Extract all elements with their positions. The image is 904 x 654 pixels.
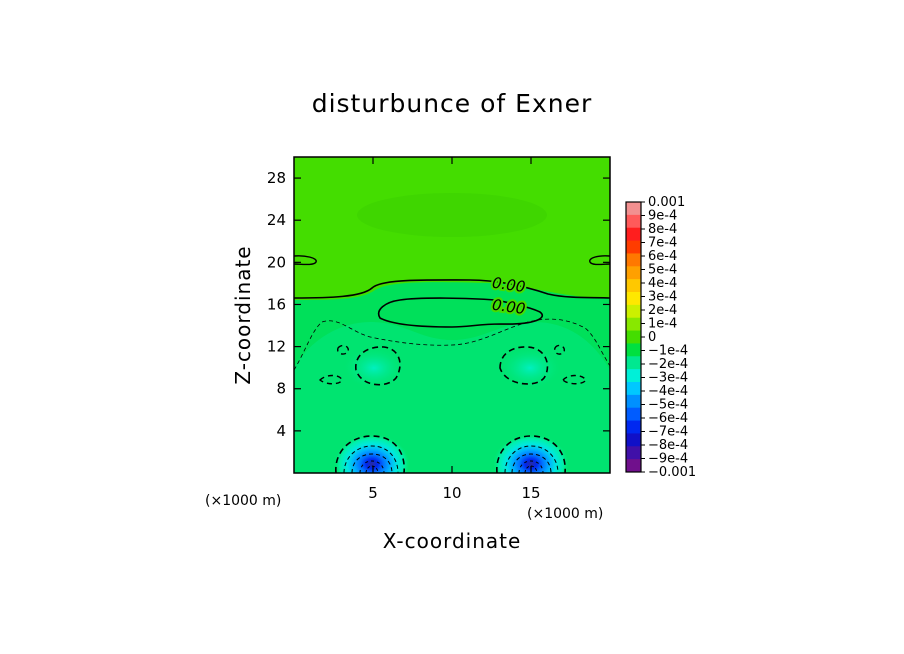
y-tick-label: 12 xyxy=(267,338,286,356)
x-tick-label: 10 xyxy=(442,484,461,502)
colorbar-label: −9e-4 xyxy=(648,452,688,467)
chart-title: disturbunce of Exner xyxy=(312,89,593,118)
y-tick-label: 24 xyxy=(267,211,286,229)
colorbar-swatch xyxy=(626,459,641,473)
colorbar-swatch xyxy=(626,240,641,254)
colorbar-label: −1e-4 xyxy=(648,344,688,359)
x-axis-ticks: 5 10 15 xyxy=(368,157,541,502)
colorbar-label: 6e-4 xyxy=(648,249,677,264)
colorbar-label: 3e-4 xyxy=(648,290,677,305)
contour-right-edge-bump xyxy=(589,255,610,266)
y-tick-label: 8 xyxy=(276,380,286,398)
colorbar-swatch xyxy=(626,214,641,229)
y-tick-label: 28 xyxy=(267,169,286,187)
field-min-right-mid xyxy=(500,348,560,388)
y-axis-units: (×1000 m) xyxy=(205,493,281,509)
colorbar-label: −7e-4 xyxy=(648,425,688,440)
colorbar-label: −3e-4 xyxy=(648,371,688,386)
x-tick-label: 15 xyxy=(521,484,540,502)
colorbar-swatch xyxy=(626,369,641,383)
colorbar-label: 1e-4 xyxy=(648,317,677,332)
field-min-left-mid xyxy=(344,348,404,388)
y-tick-label: 16 xyxy=(267,295,286,313)
colorbar-label: −5e-4 xyxy=(648,398,688,413)
colorbar-swatch xyxy=(626,446,641,460)
x-tick-label: 5 xyxy=(368,484,378,502)
colorbar-label: 5e-4 xyxy=(648,263,677,278)
x-axis-units: (×1000 m) xyxy=(527,506,603,522)
colorbar-label: −4e-4 xyxy=(648,384,688,399)
contour-fill-field xyxy=(294,157,610,473)
colorbar-swatch xyxy=(626,279,641,293)
contour-neg-left-small-2 xyxy=(336,344,350,355)
colorbar-label: 9e-4 xyxy=(648,209,677,224)
colorbar-swatch xyxy=(626,253,641,267)
colorbar: 0.0019e-48e-47e-46e-45e-44e-43e-42e-41e-… xyxy=(625,195,696,480)
colorbar-label: −6e-4 xyxy=(648,411,688,426)
x-axis-label: X-coordinate xyxy=(383,529,522,553)
colorbar-swatch xyxy=(626,227,641,242)
colorbar-label: −0.001 xyxy=(648,465,696,480)
field-top-bulge xyxy=(357,193,547,237)
contour-lines xyxy=(294,255,610,473)
colorbar-label: −8e-4 xyxy=(648,438,688,453)
colorbar-label: 4e-4 xyxy=(648,276,677,291)
colorbar-swatch xyxy=(626,343,641,357)
colorbar-label: 0 xyxy=(648,330,656,345)
colorbar-swatch xyxy=(626,202,641,216)
contour-zero-upper xyxy=(294,279,610,299)
colorbar-swatch xyxy=(626,407,641,422)
y-tick-label: 4 xyxy=(276,422,286,440)
colorbar-swatch xyxy=(626,382,641,396)
contour-neg-right-small-2 xyxy=(553,344,566,355)
colorbar-swatch xyxy=(626,317,641,332)
contour-neg-left-mid xyxy=(355,346,401,386)
colorbar-swatch xyxy=(626,304,641,319)
contour-neg-thin xyxy=(294,318,610,371)
colorbar-swatch xyxy=(626,356,641,370)
colorbar-label: 7e-4 xyxy=(648,236,677,251)
contour-left-edge-bump xyxy=(294,255,317,266)
colorbar-swatch xyxy=(626,420,641,434)
y-axis-ticks: 4 8 12 16 20 24 28 xyxy=(267,169,610,440)
y-axis-label: Z-coordinate xyxy=(231,245,255,384)
colorbar-label: −2e-4 xyxy=(648,357,688,372)
colorbar-label: 2e-4 xyxy=(648,303,677,318)
contour-label-lower: 0.00 xyxy=(491,296,527,318)
colorbar-swatch xyxy=(626,292,641,306)
colorbar-swatch xyxy=(626,266,641,280)
colorbar-label: 8e-4 xyxy=(648,222,677,237)
colorbar-label: 0.001 xyxy=(648,195,685,210)
colorbar-swatch xyxy=(626,433,641,447)
contour-zero-inner xyxy=(378,297,543,328)
colorbar-swatch xyxy=(626,330,641,344)
contour-neg-left-bottom-set xyxy=(335,435,405,473)
y-tick-label: 20 xyxy=(267,253,286,271)
colorbar-swatch xyxy=(626,394,641,409)
contour-neg-right-mid xyxy=(499,346,549,385)
